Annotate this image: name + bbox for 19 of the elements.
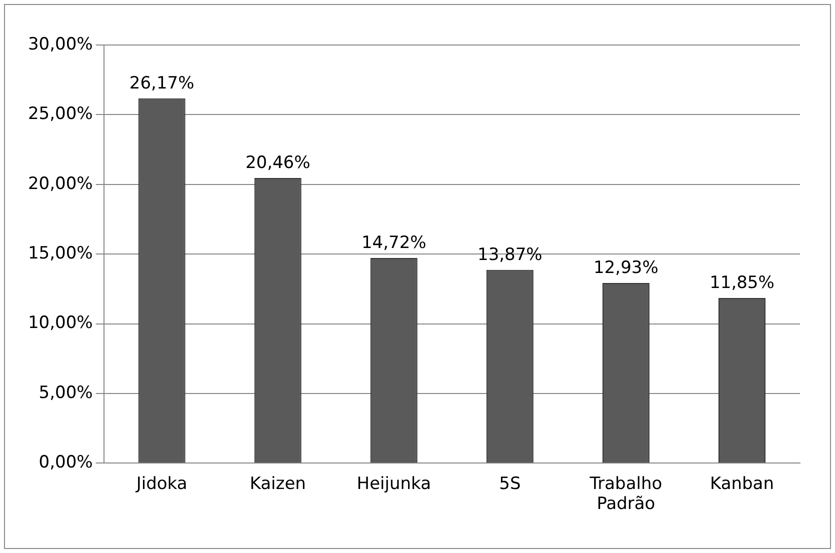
y-tick-label: 15,00% — [28, 244, 93, 264]
x-tick-label: Trabalho Padrão — [588, 474, 662, 514]
y-tick-label: 30,00% — [28, 34, 93, 54]
x-tick-label: Jidoka — [135, 474, 188, 494]
y-tick-label: 25,00% — [28, 104, 93, 124]
data-label: 14,72% — [361, 232, 426, 253]
data-label: 20,46% — [245, 152, 310, 173]
data-label: 11,85% — [710, 272, 774, 293]
data-label: 13,87% — [478, 244, 542, 265]
y-tick-label: 10,00% — [28, 313, 93, 334]
x-tick-label: Kaizen — [250, 474, 306, 494]
x-tick-label: 5S — [499, 474, 521, 494]
y-tick-label: 5,00% — [38, 382, 93, 403]
data-label: 12,93% — [594, 258, 658, 278]
x-tick-label: Kanban — [710, 474, 774, 494]
x-tick-label: Heijunka — [356, 474, 431, 494]
data-label: 26,17% — [129, 73, 194, 94]
y-tick-label: 0,00% — [38, 452, 93, 473]
y-tick-label: 20,00% — [28, 174, 93, 194]
